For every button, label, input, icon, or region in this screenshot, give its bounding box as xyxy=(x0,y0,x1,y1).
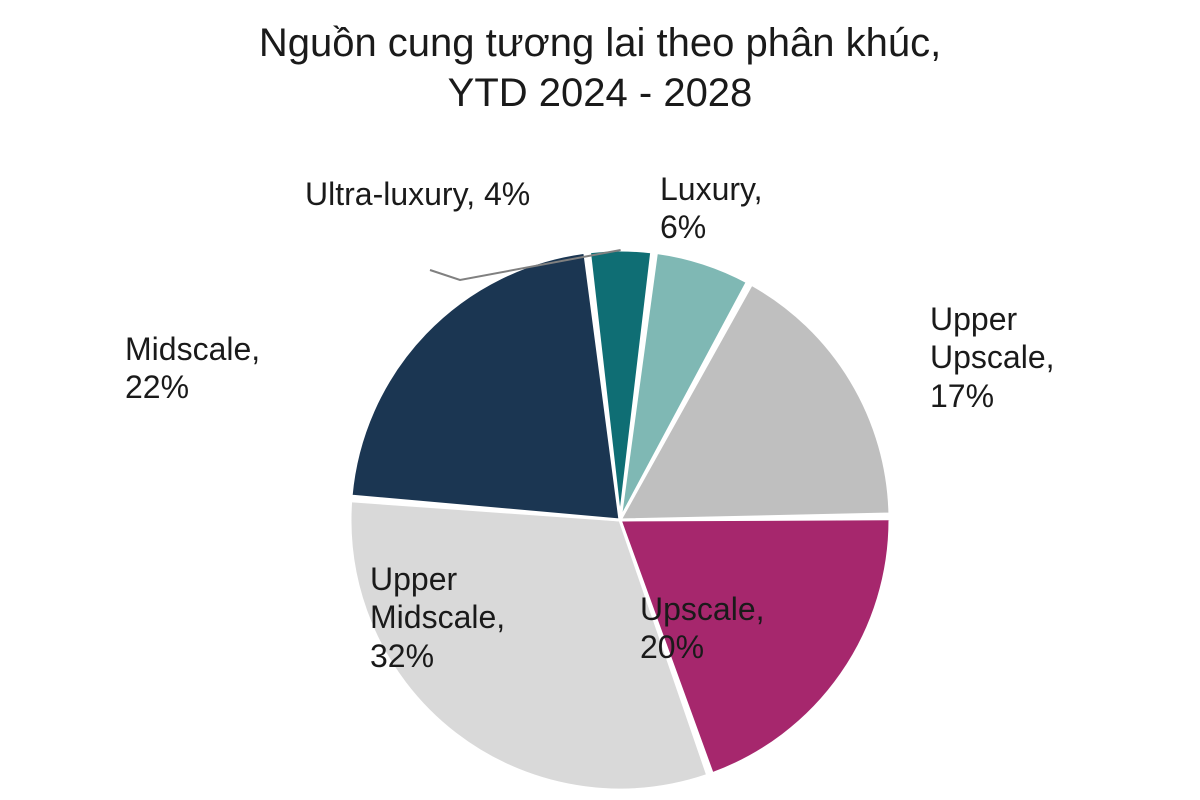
pie-chart: Ultra-luxury, 4% Luxury, 6% Upper Upscale,… xyxy=(0,0,1200,800)
slice-label-midscale: Midscale, 22% xyxy=(125,330,260,407)
slice-label-ultra-luxury: Ultra-luxury, 4% xyxy=(305,175,530,213)
slice-label-upscale: Upscale, 20% xyxy=(640,590,765,667)
pie-slice-midscale xyxy=(351,252,620,520)
slice-label-upper-upscale: Upper Upscale, 17% xyxy=(930,300,1055,415)
slice-label-upper-midscale: Upper Midscale, 32% xyxy=(370,560,505,675)
slice-label-luxury: Luxury, 6% xyxy=(660,170,763,247)
